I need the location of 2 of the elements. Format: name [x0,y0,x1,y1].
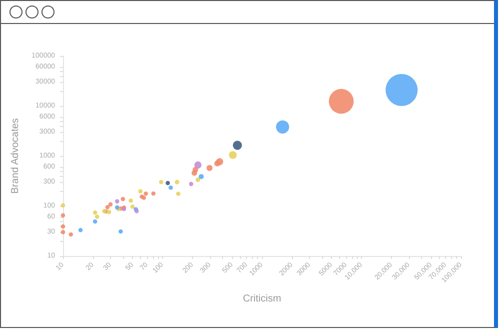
y-axis-title: Brand Advocates [10,118,22,194]
x-axis-title: Criticism [242,294,282,304]
